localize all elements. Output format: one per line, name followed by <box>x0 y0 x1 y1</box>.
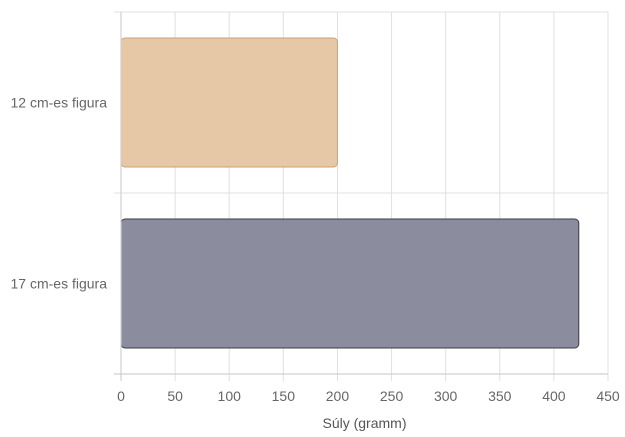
x-tick-label: 50 <box>167 388 183 404</box>
bar <box>120 218 580 349</box>
y-tick-labels: 12 cm-es figura 17 cm-es figura <box>11 95 108 292</box>
x-tick-label: 350 <box>488 388 512 404</box>
x-tick-label: 0 <box>117 388 125 404</box>
x-axis-title: Súly (gramm) <box>322 415 406 431</box>
x-tick-label: 200 <box>326 388 350 404</box>
x-tick-label: 400 <box>542 388 566 404</box>
y-tick-label: 12 cm-es figura <box>11 95 108 111</box>
axes <box>114 12 608 381</box>
x-tick-label: 150 <box>272 388 296 404</box>
bars <box>120 37 580 349</box>
x-tick-label: 450 <box>596 388 620 404</box>
x-tick-label: 300 <box>434 388 458 404</box>
bar <box>120 37 338 168</box>
x-tick-label: 100 <box>218 388 242 404</box>
y-tick-label: 17 cm-es figura <box>11 276 108 292</box>
x-tick-label: 250 <box>380 388 404 404</box>
x-tick-labels: 0 50 100 150 200 250 300 350 400 450 <box>117 388 620 404</box>
